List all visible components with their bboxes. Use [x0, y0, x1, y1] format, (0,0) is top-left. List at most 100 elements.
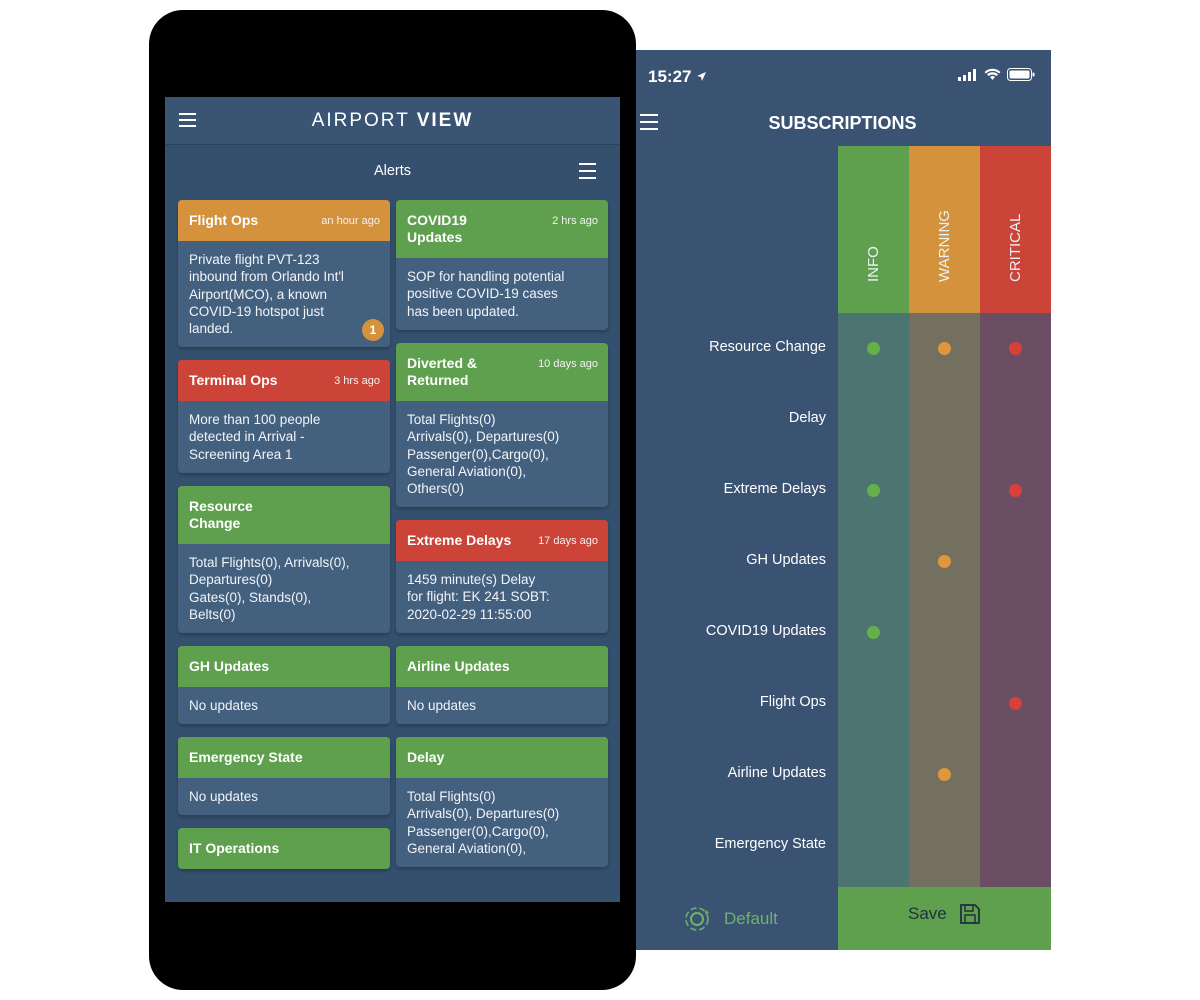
subscription-toggle-warning[interactable] [909, 531, 980, 591]
column-header-info: INFO [838, 146, 909, 313]
alert-card-line: Total Flights(0) [407, 412, 496, 427]
alert-card-body: 1459 minute(s) Delay for flight: EK 241 S… [396, 561, 608, 633]
subscription-toggle-warning[interactable] [909, 744, 980, 804]
alert-card-title: Delay [407, 749, 445, 765]
alert-card-line: Departures(0) [189, 572, 273, 588]
alert-card-line: COVID-19 hotspot just [189, 303, 325, 319]
subscription-toggle-info[interactable] [838, 318, 909, 378]
alert-card-line: Total Flights(0), Arrivals(0), [189, 555, 350, 570]
subscribed-dot [867, 484, 880, 497]
alert-card-line: No updates [189, 789, 259, 804]
column-body-info [838, 313, 909, 887]
subscription-row-label: Flight Ops [759, 694, 826, 710]
alert-card-line: No updates [407, 698, 477, 713]
alert-card[interactable]: Diverted & Returned 10 days ago Total Flig… [396, 343, 608, 508]
location-arrow-icon [697, 72, 706, 81]
subscription-toggle-info[interactable] [838, 531, 909, 591]
subscription-toggle-critical[interactable] [980, 602, 1051, 662]
save-label: Save [908, 904, 947, 923]
alert-card-body: Total Flights(0) Arrivals(0), Departures(… [396, 778, 608, 867]
alert-card[interactable]: Resource Change Total Flights(0), Arrival… [178, 486, 390, 634]
subscription-row-label: Emergency State [714, 836, 826, 852]
alert-card[interactable]: Emergency State No updates [178, 737, 390, 816]
alerts-menu-icon[interactable] [578, 161, 598, 181]
save-button[interactable]: Save [908, 903, 981, 925]
alert-card-line: 1459 minute(s) Delay [407, 572, 536, 587]
alert-card-body: Total Flights(0) Arrivals(0), Departures(… [396, 401, 608, 507]
subscription-toggle-critical[interactable] [980, 460, 1051, 520]
subscribed-dot [1009, 697, 1022, 710]
alert-card-title: COVID19 Updates [407, 212, 467, 245]
subscription-toggle-info[interactable] [838, 389, 909, 449]
reset-gear-icon [685, 907, 709, 931]
subscription-toggle-warning[interactable] [909, 460, 980, 520]
alert-card[interactable]: IT Operations [178, 828, 390, 869]
alert-card[interactable]: COVID19 Updates 2 hrs ago SOP for handling… [396, 200, 608, 330]
column-header-label: INFO [864, 246, 882, 282]
airport-view-app: AIRPORT VIEW Alerts Flight Ops an hour ag… [165, 97, 620, 902]
alert-card-title: Airline Updates [407, 658, 510, 674]
alert-card-body: SOP for handling potential positive COVID… [396, 258, 608, 330]
hamburger-menu-icon[interactable] [638, 110, 662, 134]
hamburger-menu-icon[interactable] [178, 110, 198, 130]
alert-card-time: 2 hrs ago [552, 215, 598, 227]
alert-card-title: Diverted & Returned [407, 355, 478, 388]
logo-light-text: AIRPORT [311, 110, 410, 131]
alert-card-line: 2020-02-29 11:55:00 [407, 606, 532, 622]
subscription-toggle-info[interactable] [838, 602, 909, 662]
alert-card[interactable]: Flight Ops an hour ago Private flight PVT-… [178, 200, 390, 348]
subscription-toggle-info[interactable] [838, 815, 909, 875]
alert-card[interactable]: GH Updates No updates [178, 646, 390, 725]
subscription-toggle-critical[interactable] [980, 744, 1051, 804]
footer-right: Save [838, 887, 1051, 950]
column-header-label: CRITICAL [1006, 213, 1024, 282]
alert-card-body: No updates [178, 687, 390, 724]
subscription-toggle-critical[interactable] [980, 673, 1051, 733]
alert-card[interactable]: Extreme Delays 17 days ago 1459 minute(s) … [396, 520, 608, 633]
alert-card-header: Diverted & Returned 10 days ago [396, 343, 608, 401]
alert-card-header: Resource Change [178, 486, 390, 544]
alert-card-title: IT Operations [189, 840, 280, 856]
alert-card-line: Passenger(0),Cargo(0), [407, 823, 549, 839]
subscription-toggle-critical[interactable] [980, 531, 1051, 591]
page-title: SUBSCRIPTIONS [768, 113, 917, 133]
subscription-toggle-warning[interactable] [909, 815, 980, 875]
subscription-toggle-info[interactable] [838, 744, 909, 804]
subscription-toggle-warning[interactable] [909, 318, 980, 378]
subscription-toggle-warning[interactable] [909, 673, 980, 733]
alert-card-line: General Aviation(0), [407, 463, 527, 479]
subscription-toggle-info[interactable] [838, 673, 909, 733]
subscription-toggle-info[interactable] [838, 460, 909, 520]
alert-card-line: Others(0) [407, 481, 465, 497]
subscription-toggle-critical[interactable] [980, 389, 1051, 449]
alert-card-line: has been updated. [407, 303, 519, 319]
floppy-disk-icon [959, 904, 980, 924]
status-bar: 15:27 [634, 50, 1051, 102]
alert-card-line: Screening Area 1 [189, 446, 293, 462]
subscription-toggle-warning[interactable] [909, 602, 980, 662]
alert-card-line: positive COVID-19 cases [407, 286, 558, 302]
column-body-warning [909, 313, 980, 887]
subscription-row-label: GH Updates [746, 552, 826, 568]
alert-card-line: detected in Arrival - [189, 429, 305, 445]
alert-card[interactable]: Delay Total Flights(0) Arrivals(0), Depart… [396, 737, 608, 868]
alert-card-header: GH Updates [178, 646, 390, 687]
alert-card[interactable]: Terminal Ops 3 hrs ago More than 100 peopl… [178, 360, 390, 473]
alert-card-line: Gates(0), Stands(0), [189, 589, 312, 605]
subscription-row-label: Resource Change [709, 339, 826, 355]
subscription-row-label: COVID19 Updates [705, 623, 826, 639]
alert-card-line: General Aviation(0), [407, 840, 527, 856]
subscription-row-label: Delay [788, 410, 826, 426]
alert-card[interactable]: Airline Updates No updates [396, 646, 608, 725]
subscription-toggle-critical[interactable] [980, 318, 1051, 378]
subscription-toggle-warning[interactable] [909, 389, 980, 449]
subscribed-dot [938, 555, 951, 568]
alert-card-title: Resource Change [189, 498, 253, 531]
subscribed-dot [938, 342, 951, 355]
subscriptions-screen: 15:27 SUBSCRIPTIONS INFO WARNING CRITICAL … [634, 50, 1051, 950]
app-logo: AIRPORT VIEW [165, 110, 620, 132]
default-button[interactable]: Default [682, 904, 778, 934]
subscription-toggle-critical[interactable] [980, 815, 1051, 875]
status-time: 15:27 [648, 67, 692, 86]
alert-card-body: Total Flights(0), Arrivals(0), Departures… [178, 544, 390, 633]
